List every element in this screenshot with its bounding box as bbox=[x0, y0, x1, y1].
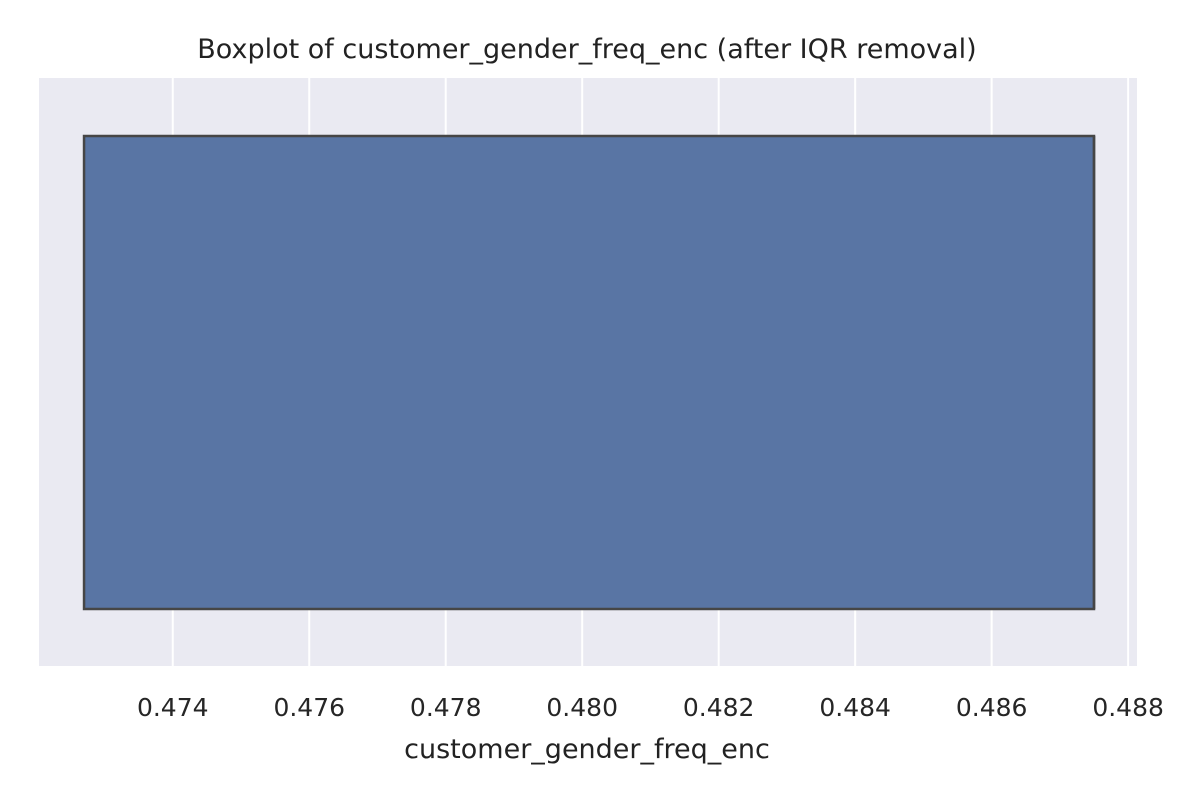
x-tick-label: 0.476 bbox=[273, 693, 345, 722]
x-tick-label: 0.480 bbox=[546, 693, 618, 722]
x-tick-label: 0.486 bbox=[956, 693, 1028, 722]
x-tick-label: 0.484 bbox=[819, 693, 891, 722]
x-tick-label: 0.478 bbox=[410, 693, 482, 722]
x-tick-label: 0.474 bbox=[137, 693, 209, 722]
box-group bbox=[82, 134, 1096, 611]
x-tick-labels: 0.474 0.476 0.478 0.480 0.482 0.484 0.486 0.488 bbox=[137, 693, 1164, 722]
box-rect bbox=[82, 134, 1096, 611]
x-tick-label: 0.488 bbox=[1092, 693, 1164, 722]
x-tick-label: 0.482 bbox=[683, 693, 755, 722]
x-axis-label: customer_gender_freq_enc bbox=[404, 734, 770, 765]
chart-title: Boxplot of customer_gender_freq_enc (aft… bbox=[197, 34, 976, 65]
